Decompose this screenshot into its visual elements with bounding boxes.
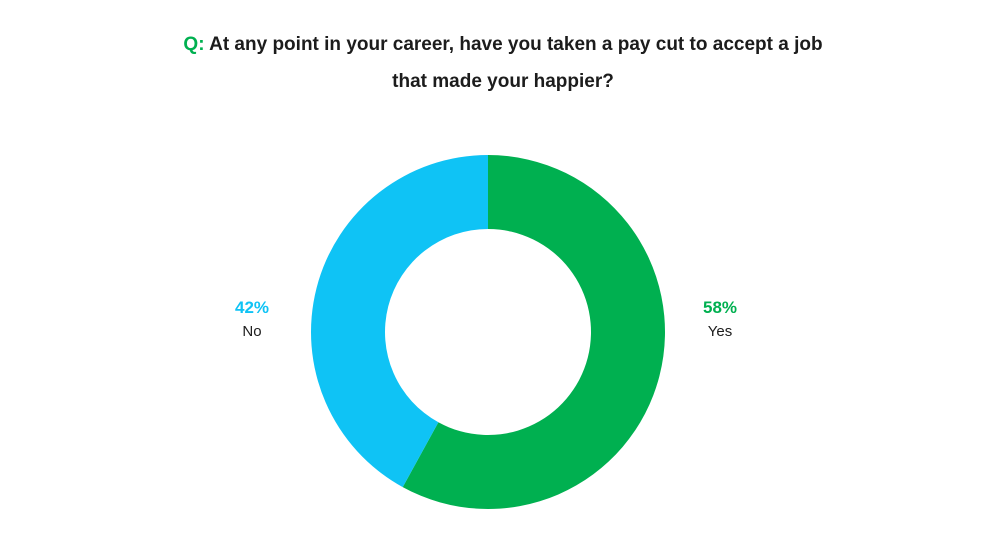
question-text-line-1: At any point in your career, have you ta… <box>209 34 823 55</box>
donut-slice-no <box>311 155 488 488</box>
data-label-percent-no: 42% <box>235 298 269 317</box>
chart-title-line-1: Q: At any point in your career, have you… <box>0 26 1006 63</box>
question-text-line-2: that made your happier? <box>392 71 614 92</box>
data-label-category-yes: Yes <box>708 323 732 340</box>
data-label-category-no: No <box>242 323 261 340</box>
chart-title: Q: At any point in your career, have you… <box>0 26 1006 100</box>
question-prefix: Q: <box>183 34 205 55</box>
data-label-percent-yes: 58% <box>703 298 737 317</box>
donut-slice-yes <box>402 155 665 509</box>
